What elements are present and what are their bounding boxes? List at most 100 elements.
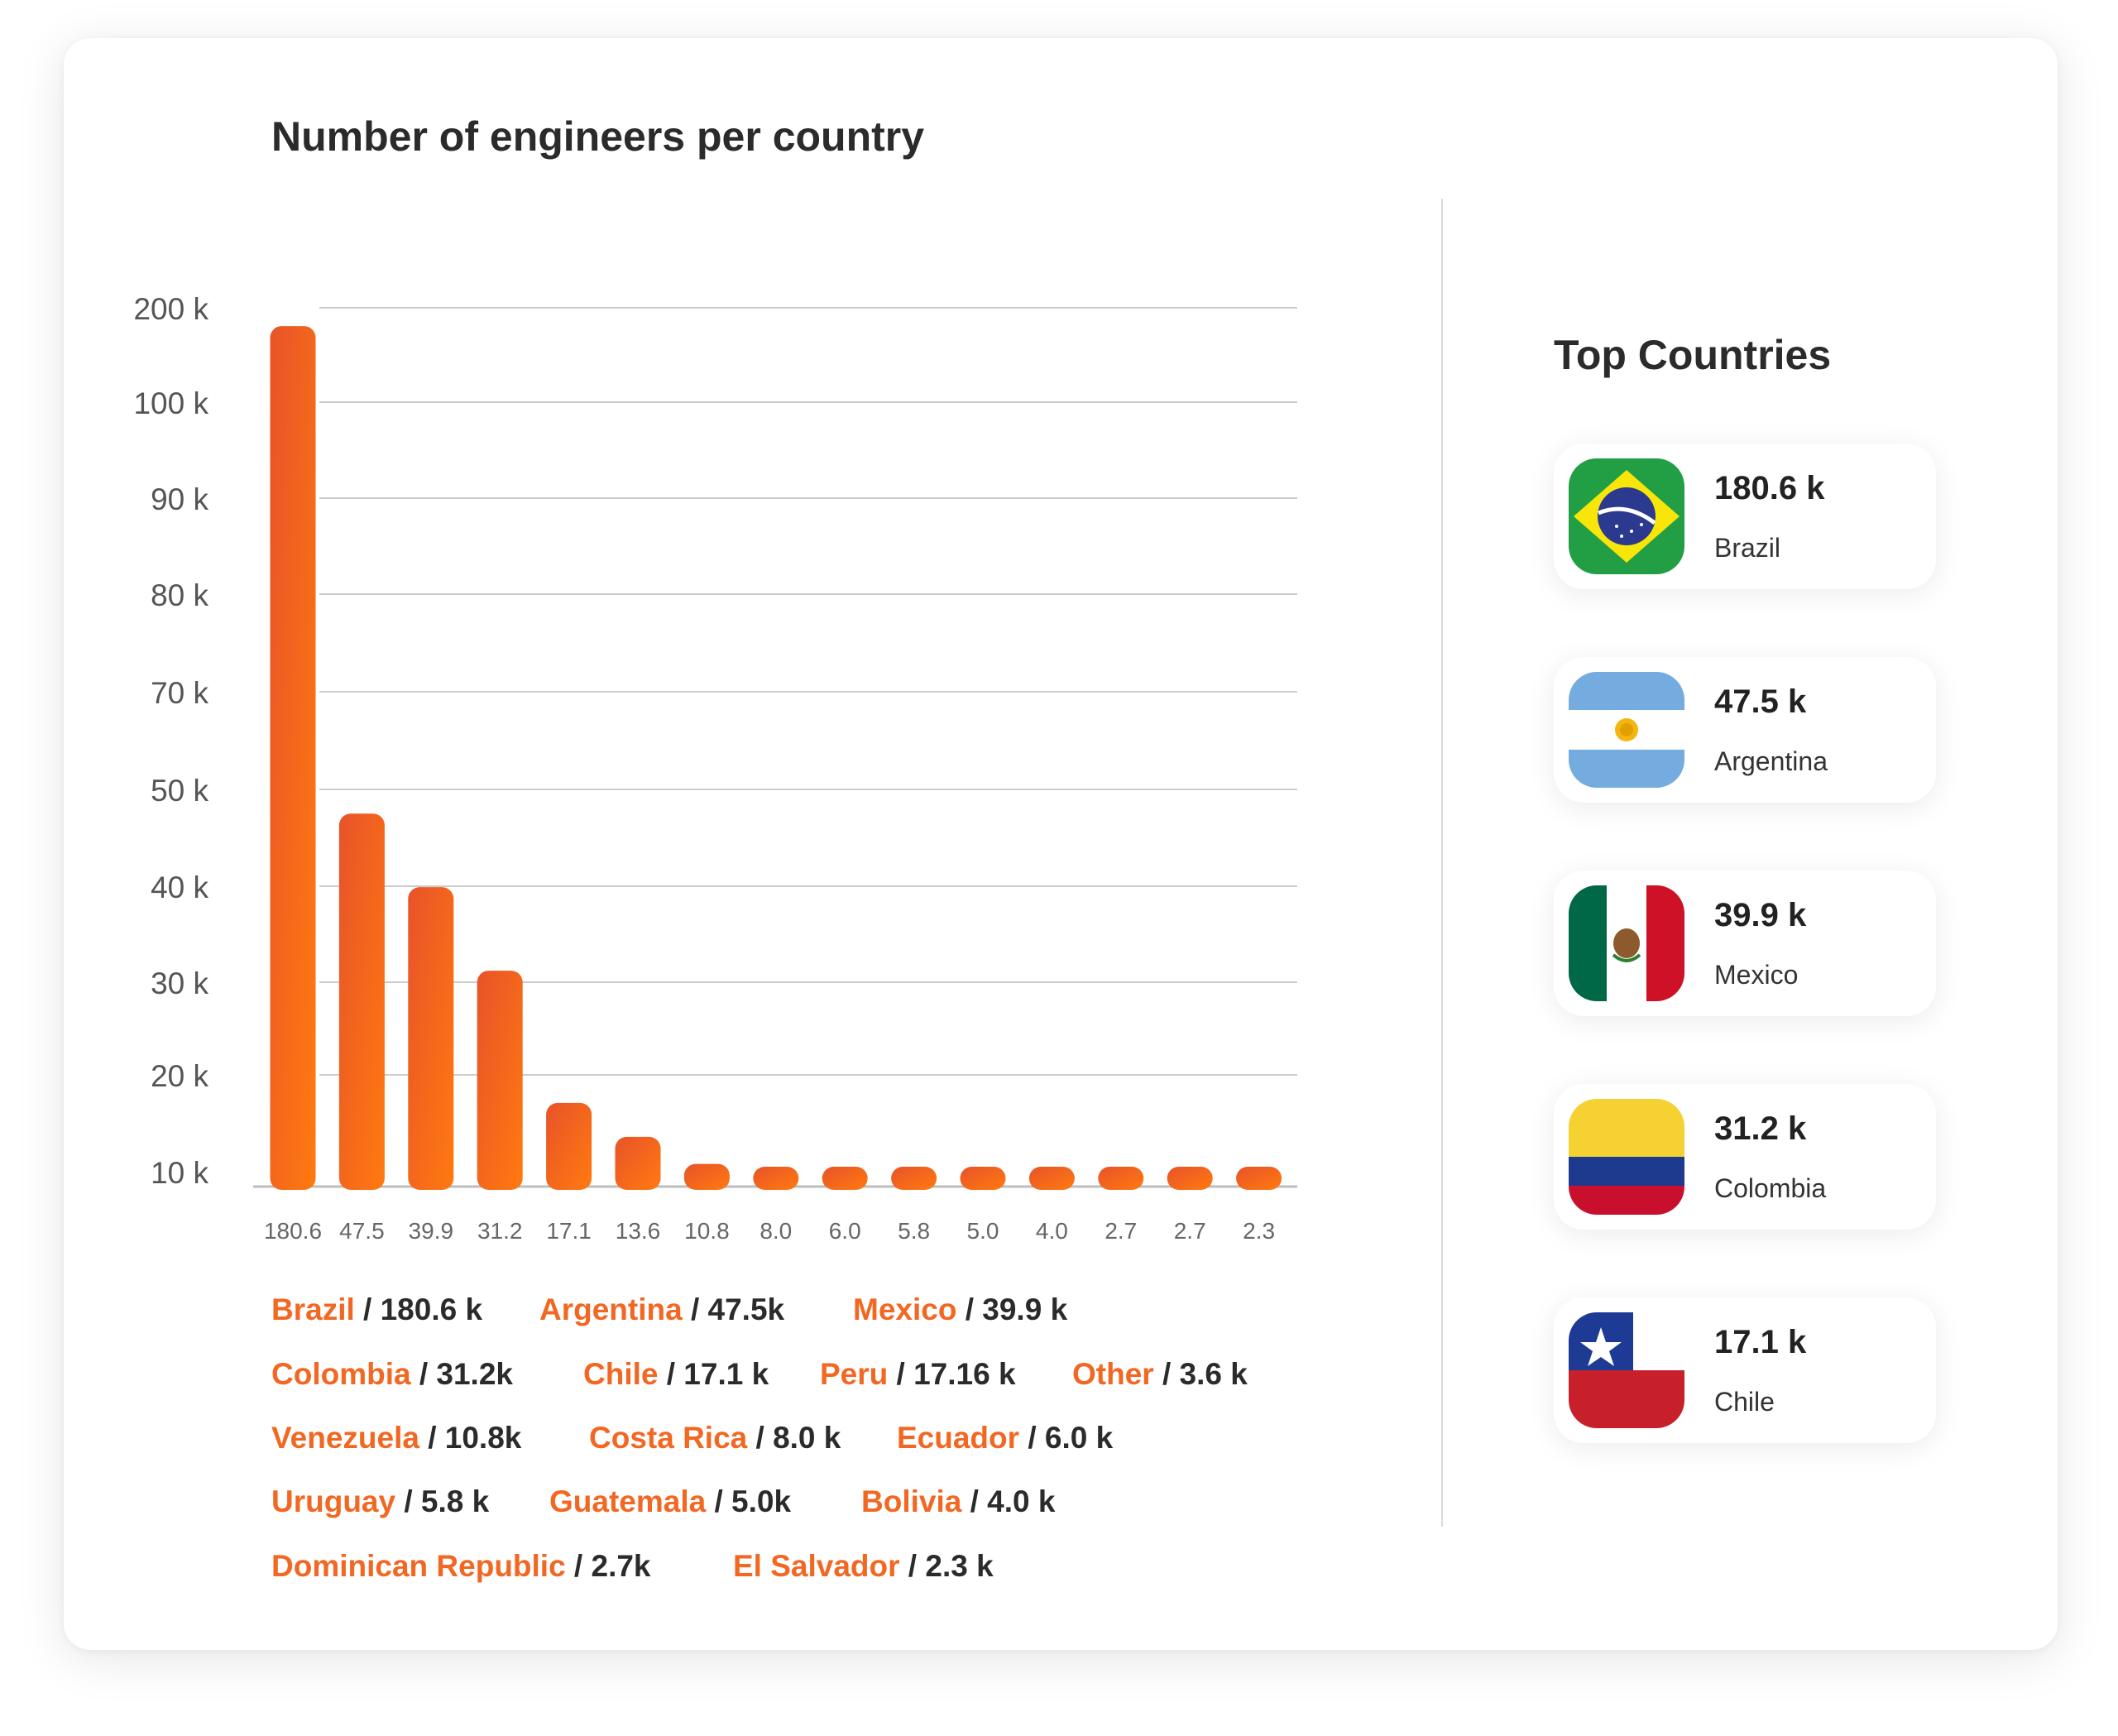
bar: [891, 1167, 937, 1190]
legend-country-value: / 2.3 k: [899, 1549, 994, 1583]
bar: [477, 971, 523, 1190]
x-tick-label: 39.9: [409, 1218, 454, 1244]
bar: [408, 887, 454, 1190]
country-card-argentina: 47.5 k Argentina: [1554, 657, 1936, 803]
legend-entry: Costa Rica / 8.0 k: [589, 1421, 841, 1455]
y-axis-ticks: 10 k 20 k 30 k 40 k 50 k 70 k 80 k 90 k 100 k 200…: [133, 292, 208, 1190]
country-card-brazil: 180.6 k Brazil: [1554, 444, 1936, 589]
legend-country-name: Other: [1072, 1357, 1154, 1391]
y-tick-label: 90 k: [151, 482, 208, 516]
country-value: 180.6 k: [1714, 470, 1825, 506]
legend-entry: Venezuela / 10.8k: [271, 1421, 521, 1455]
legend-entry: Argentina / 47.5k: [539, 1292, 784, 1327]
y-tick-label: 20 k: [151, 1059, 208, 1093]
legend-country-name: Ecuador: [897, 1421, 1020, 1455]
legend-country-value: / 4.0 k: [961, 1484, 1056, 1518]
legend-country-value: / 6.0 k: [1019, 1421, 1114, 1455]
legend-entry: Peru / 17.16 k: [820, 1357, 1016, 1392]
legend-country-name: Colombia: [271, 1357, 411, 1391]
x-tick-label: 10.8: [684, 1218, 730, 1244]
legend-entry: Dominican Republic / 2.7k: [271, 1549, 651, 1584]
country-name: Brazil: [1714, 533, 1781, 563]
legend-country-name: Argentina: [539, 1292, 683, 1326]
country-card-mexico: 39.9 k Mexico: [1554, 870, 1936, 1016]
country-value: 31.2 k: [1714, 1110, 1807, 1147]
top-countries-title: Top Countries: [1554, 332, 1832, 378]
legend-country-value: / 2.7k: [565, 1549, 651, 1583]
x-tick-label: 13.6: [616, 1218, 661, 1244]
y-tick-label: 40 k: [151, 870, 208, 904]
legend-country-value: / 3.6 k: [1153, 1357, 1248, 1391]
country-card-colombia: 31.2 k Colombia: [1554, 1084, 1936, 1230]
legend-entry: Other / 3.6 k: [1072, 1357, 1248, 1392]
country-name: Mexico: [1714, 960, 1799, 990]
legend-country-name: El Salvador: [733, 1549, 900, 1583]
y-tick-label: 70 k: [151, 676, 208, 710]
country-card-chile: 17.1 k Chile: [1554, 1297, 1936, 1443]
x-tick-label: 5.0: [967, 1218, 999, 1244]
country-value: 47.5 k: [1714, 683, 1807, 720]
y-tick-label: 30 k: [151, 966, 208, 1000]
grid-lines: [253, 307, 1297, 1188]
legend-entry: Chile / 17.1 k: [583, 1357, 769, 1392]
legend-country-value: / 17.16 k: [888, 1357, 1016, 1391]
legend-country-name: Chile: [583, 1357, 659, 1391]
bar: [1028, 1167, 1075, 1190]
country-value: 17.1 k: [1714, 1324, 1807, 1360]
x-tick-label: 31.2: [477, 1218, 523, 1244]
legend-entry: Ecuador / 6.0 k: [897, 1421, 1113, 1455]
legend-country-name: Guatemala: [549, 1484, 707, 1518]
chart-title: Number of engineers per country: [271, 113, 925, 160]
bar-chart: 10 k 20 k 30 k 40 k 50 k 70 k 80 k 90 k 100 k 200…: [133, 292, 1297, 1244]
chile-flag-icon: [1569, 1312, 1684, 1428]
x-tick-label: 2.7: [1174, 1218, 1206, 1244]
y-tick-label: 80 k: [151, 578, 208, 612]
x-axis-ticks: 180.6 47.5 39.9 31.2 17.1 13.6 10.8 8.0 6.0 5.8 5.…: [264, 1218, 1275, 1244]
legend-entry: Bolivia / 4.0 k: [861, 1484, 1055, 1519]
legend-entry: Mexico / 39.9 k: [853, 1292, 1067, 1327]
bar: [822, 1167, 868, 1190]
x-tick-label: 17.1: [546, 1218, 592, 1244]
country-name: Chile: [1714, 1387, 1775, 1417]
legend-country-value: / 17.1 k: [658, 1357, 769, 1391]
x-tick-label: 5.8: [898, 1218, 930, 1244]
bar: [546, 1102, 592, 1190]
legend-country-value: / 5.0k: [706, 1484, 792, 1518]
legend-country-value: / 180.6 k: [354, 1292, 483, 1326]
legend-entry: El Salvador / 2.3 k: [733, 1549, 994, 1584]
legend-country-name: Mexico: [853, 1292, 957, 1326]
legend-entry: Uruguay / 5.8 k: [271, 1484, 489, 1519]
y-tick-label: 10 k: [151, 1156, 208, 1190]
brazil-flag-icon: [1569, 458, 1684, 574]
legend-country-name: Brazil: [271, 1292, 355, 1326]
x-tick-label: 2.3: [1243, 1218, 1275, 1244]
country-value: 39.9 k: [1714, 897, 1807, 933]
legend-country-value: / 8.0 k: [747, 1421, 841, 1455]
country-name: Argentina: [1714, 746, 1828, 776]
bar: [683, 1163, 730, 1190]
legend-country-value: / 31.2k: [410, 1357, 513, 1391]
legend-country-name: Uruguay: [271, 1484, 396, 1518]
legend-country-name: Venezuela: [271, 1421, 419, 1455]
bar: [270, 326, 316, 1191]
legend-entry: Brazil / 180.6 k: [271, 1292, 482, 1327]
legend-country-value: / 5.8 k: [395, 1484, 490, 1518]
mexico-flag-icon: [1569, 885, 1684, 1001]
x-tick-label: 8.0: [760, 1218, 792, 1244]
legend-entry: Guatemala / 5.0k: [549, 1484, 791, 1519]
bar: [1098, 1167, 1144, 1190]
y-tick-label: 200 k: [133, 292, 208, 326]
x-tick-label: 6.0: [829, 1218, 861, 1244]
bar: [1167, 1167, 1213, 1190]
x-tick-label: 4.0: [1036, 1218, 1068, 1244]
x-tick-label: 47.5: [339, 1218, 385, 1244]
colombia-flag-icon: [1569, 1099, 1684, 1215]
country-name: Colombia: [1714, 1173, 1827, 1203]
legend-country-value: / 47.5k: [682, 1292, 785, 1326]
legend-country-value: / 10.8k: [419, 1421, 522, 1455]
bar: [615, 1136, 661, 1190]
bar: [1236, 1167, 1282, 1190]
legend-country-value: / 39.9 k: [956, 1292, 1068, 1326]
bar: [960, 1167, 1006, 1190]
vertical-divider: [1441, 199, 1443, 1527]
